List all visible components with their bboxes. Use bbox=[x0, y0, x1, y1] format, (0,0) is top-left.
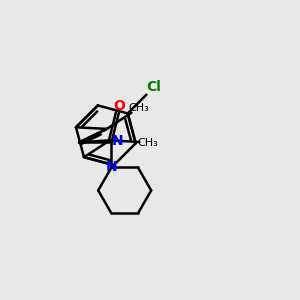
Text: N: N bbox=[106, 160, 117, 175]
Text: O: O bbox=[113, 99, 125, 112]
Text: CH₃: CH₃ bbox=[138, 137, 158, 148]
Text: N: N bbox=[111, 134, 123, 148]
Text: Cl: Cl bbox=[146, 80, 161, 94]
Text: CH₃: CH₃ bbox=[128, 103, 149, 113]
